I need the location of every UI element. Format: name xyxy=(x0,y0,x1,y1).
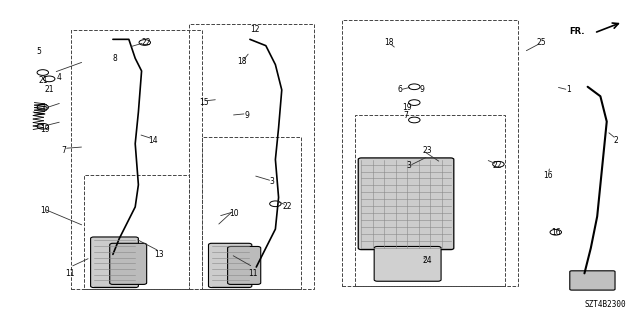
FancyBboxPatch shape xyxy=(374,247,441,281)
Text: 6: 6 xyxy=(42,104,47,113)
Text: 6: 6 xyxy=(397,85,402,94)
Text: 5: 5 xyxy=(36,48,41,56)
FancyBboxPatch shape xyxy=(228,247,260,285)
Text: 21: 21 xyxy=(38,76,47,85)
Bar xyxy=(189,24,314,289)
Text: 10: 10 xyxy=(40,206,49,215)
FancyBboxPatch shape xyxy=(570,271,615,290)
Text: 2: 2 xyxy=(614,136,619,145)
Text: SZT4B2300: SZT4B2300 xyxy=(584,300,626,309)
Text: 13: 13 xyxy=(155,250,164,259)
Text: 4: 4 xyxy=(56,73,61,82)
Text: 1: 1 xyxy=(566,85,571,94)
Bar xyxy=(355,115,505,286)
Text: 3: 3 xyxy=(407,161,412,170)
Text: 15: 15 xyxy=(199,98,209,107)
Text: 18: 18 xyxy=(237,57,247,66)
Text: 11: 11 xyxy=(248,269,258,278)
FancyBboxPatch shape xyxy=(91,237,138,287)
Text: 8: 8 xyxy=(113,54,117,63)
FancyBboxPatch shape xyxy=(109,243,147,285)
Bar xyxy=(72,30,202,289)
Text: 3: 3 xyxy=(270,177,275,186)
Text: 23: 23 xyxy=(422,145,432,154)
Text: 7: 7 xyxy=(61,145,67,154)
Text: 19: 19 xyxy=(40,125,49,134)
Text: 12: 12 xyxy=(250,25,260,34)
FancyBboxPatch shape xyxy=(358,158,454,250)
Text: 21: 21 xyxy=(44,85,54,94)
Text: 16: 16 xyxy=(543,171,553,180)
Bar xyxy=(84,175,189,289)
Text: 22: 22 xyxy=(142,38,152,47)
Text: 24: 24 xyxy=(422,256,432,265)
Text: 11: 11 xyxy=(65,269,75,278)
Text: 18: 18 xyxy=(384,38,394,47)
FancyBboxPatch shape xyxy=(209,243,252,287)
Text: 9: 9 xyxy=(419,85,424,94)
Bar xyxy=(342,20,518,286)
Bar xyxy=(202,137,301,289)
Text: FR.: FR. xyxy=(569,27,584,36)
Text: 16: 16 xyxy=(551,228,561,237)
Text: 9: 9 xyxy=(244,111,249,120)
Text: 19: 19 xyxy=(403,103,412,112)
Text: 7: 7 xyxy=(404,111,408,120)
Text: 10: 10 xyxy=(229,209,239,218)
Text: 22: 22 xyxy=(282,203,292,211)
Text: 14: 14 xyxy=(148,136,158,145)
Text: 25: 25 xyxy=(537,38,547,47)
Text: 22: 22 xyxy=(492,161,502,170)
